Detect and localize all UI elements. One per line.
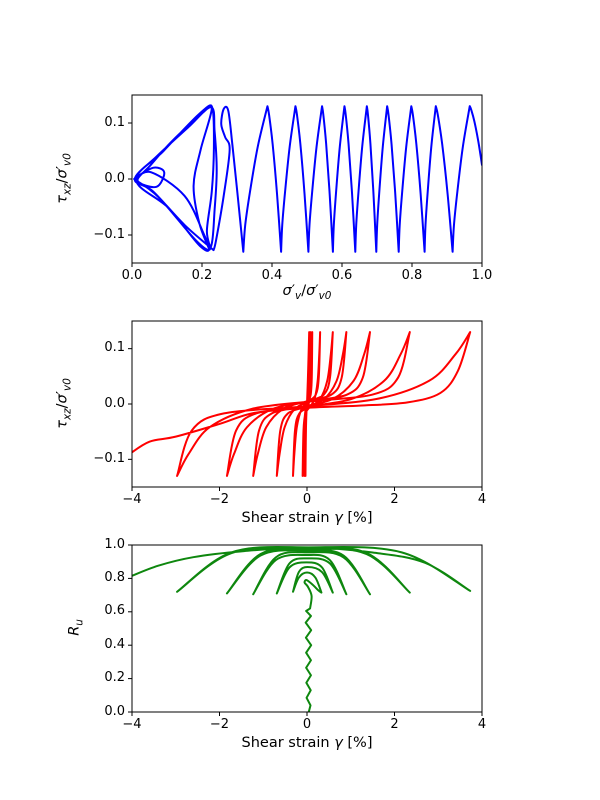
x-axis-label-hysteresis: Shear strain γ [%] — [241, 510, 373, 526]
x-axis-label-stress-path: σ′v/σ′v0 — [282, 283, 332, 302]
y-tick-label: 0.1 — [104, 340, 125, 356]
x-tick-label: 0.6 — [331, 268, 353, 283]
axis-ticks — [128, 544, 483, 716]
stress-path-subplot — [128, 94, 483, 267]
x-tick-label: 0 — [302, 717, 312, 732]
y-tick-label: −0.1 — [93, 226, 125, 242]
x-tick-label: 0.8 — [401, 268, 423, 283]
x-tick-label: 2 — [390, 492, 399, 507]
x-tick-label: 0.0 — [121, 268, 143, 283]
y-tick-label: 0.0 — [104, 395, 125, 411]
pore-pressure-curve — [132, 545, 472, 712]
axis-ticks — [128, 348, 483, 491]
x-tick-label: 0.2 — [191, 268, 213, 283]
y-axis-label-hysteresis: τxz/σ′v0 — [54, 378, 74, 429]
pore-pressure-subplot — [128, 544, 483, 716]
x-tick-label: 1.0 — [471, 268, 493, 283]
axis-ticks — [128, 122, 483, 267]
y-tick-label: 0.0 — [104, 170, 125, 186]
x-tick-label: 4 — [477, 717, 487, 732]
y-axis-label-stress-path: τxz/σ′v0 — [54, 153, 74, 204]
x-tick-label: 4 — [477, 492, 487, 507]
y-tick-label: 0.1 — [104, 114, 125, 130]
x-tick-label: −2 — [209, 492, 230, 507]
x-tick-label: 0 — [302, 492, 312, 507]
y-tick-label: −0.1 — [93, 450, 125, 466]
y-tick-label: 0.6 — [104, 603, 125, 619]
x-tick-label: −4 — [122, 717, 142, 732]
stress-strain-subplot — [128, 320, 483, 491]
x-tick-label: −4 — [122, 492, 142, 507]
axes-border — [131, 544, 483, 713]
y-tick-label: 0.4 — [104, 636, 125, 652]
y-tick-label: 1.0 — [104, 536, 125, 552]
hysteresis-curve — [132, 331, 472, 477]
x-tick-label: 2 — [390, 717, 399, 732]
x-axis-label-pore-pressure: Shear strain γ [%] — [241, 735, 373, 751]
y-axis-label-pore-pressure: Ru — [66, 619, 86, 636]
y-tick-label: 0.8 — [104, 569, 125, 585]
x-tick-label: −2 — [209, 717, 230, 732]
y-tick-label: 0.2 — [104, 670, 125, 686]
stress-path-curve — [133, 104, 482, 253]
x-tick-label: 0.4 — [261, 268, 283, 283]
y-tick-label: 0.0 — [104, 703, 125, 719]
